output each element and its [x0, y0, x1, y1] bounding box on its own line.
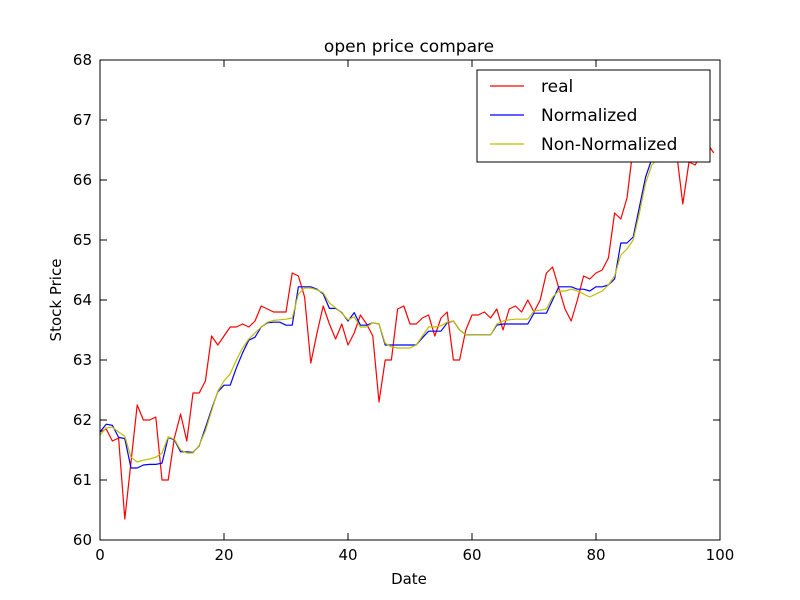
x-tick-label: 40: [338, 546, 357, 564]
y-tick-label: 65: [73, 231, 92, 249]
x-tick-label: 80: [586, 546, 605, 564]
x-tick-label: 60: [462, 546, 481, 564]
legend-label-non-normalized: Non-Normalized: [541, 135, 677, 155]
y-tick-label: 63: [73, 351, 92, 369]
series-line-non-normalized: [100, 158, 659, 463]
y-tick-label: 64: [73, 291, 92, 309]
x-tick-label: 20: [214, 546, 233, 564]
legend-box: [476, 69, 711, 163]
y-tick-label: 68: [73, 51, 92, 69]
chart-title: open price compare: [324, 37, 494, 57]
y-axis-label: Stock Price: [47, 259, 65, 342]
x-axis-label: Date: [391, 570, 427, 588]
y-tick-label: 67: [73, 111, 92, 129]
y-tick-label: 66: [73, 171, 92, 189]
y-tick-label: 60: [73, 531, 92, 549]
x-tick-label: 100: [706, 546, 735, 564]
axis-ticks: 0 20 40 60 80 100 60 61 62 63 64 65 66 67 68: [73, 51, 734, 564]
y-tick-label: 61: [73, 471, 92, 489]
legend-label-normalized: Normalized: [541, 106, 637, 126]
y-tick-label: 62: [73, 411, 92, 429]
legend: real Normalized Non-Normalized: [476, 69, 711, 163]
series-layer: [100, 140, 715, 520]
legend-label-real: real: [541, 77, 573, 97]
series-line-real: [100, 140, 715, 520]
x-tick-label: 0: [95, 546, 105, 564]
